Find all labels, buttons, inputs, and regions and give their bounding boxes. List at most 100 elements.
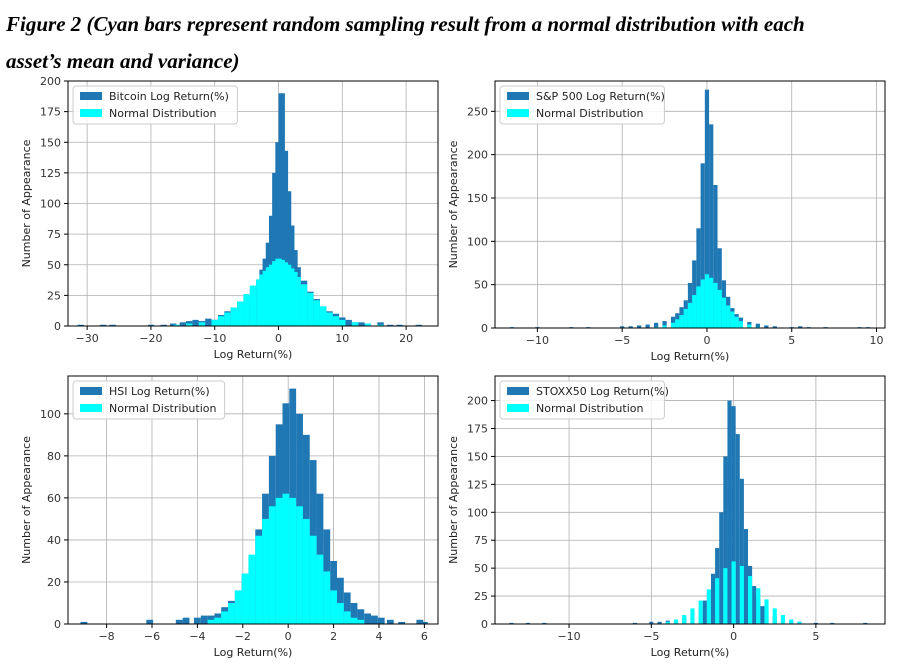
histogram-bar	[207, 615, 215, 624]
y-axis-label: Number of Appearance	[447, 140, 460, 268]
histogram-bar	[350, 602, 358, 624]
y-tick-label: 80	[47, 450, 61, 463]
histogram-bar	[723, 456, 728, 624]
histogram-bar	[755, 323, 760, 328]
y-tick-label: 25	[47, 289, 61, 302]
y-tick-label: 150	[467, 192, 488, 205]
histogram-bar	[307, 292, 314, 326]
histogram-bar	[343, 592, 351, 624]
legend-swatch	[80, 92, 102, 100]
x-tick-label: −4	[189, 630, 205, 643]
histogram-bar	[336, 577, 344, 624]
histogram-bar	[192, 319, 199, 326]
histogram-bar	[709, 277, 714, 328]
y-tick-label: 150	[467, 450, 488, 463]
histogram-bar	[726, 305, 731, 328]
histogram-bar	[813, 622, 818, 624]
y-tick-label: 0	[481, 322, 488, 335]
histogram-bar	[243, 294, 250, 326]
x-tick-label: 0	[703, 334, 710, 347]
histogram-bar	[275, 142, 282, 326]
histogram-bar	[396, 324, 403, 326]
histogram-bar	[350, 617, 358, 624]
histogram-bar	[727, 400, 732, 624]
histogram-bar	[316, 554, 324, 624]
histogram-bar	[173, 324, 180, 326]
x-tick-label: 5	[812, 630, 819, 643]
histogram-bar	[313, 300, 320, 326]
histogram-bar	[675, 319, 680, 328]
histogram-bar	[228, 602, 235, 624]
histogram-bar	[670, 322, 676, 328]
histogram-bar	[214, 617, 222, 624]
histogram-bar	[709, 124, 714, 328]
axes-frame	[67, 375, 439, 625]
histogram-bar	[628, 326, 633, 328]
x-ticks: −10 −5 0 5 10	[526, 328, 884, 347]
histogram-bar	[351, 322, 359, 326]
histogram-bar	[649, 621, 654, 624]
histogram-bar	[371, 615, 378, 624]
histogram-bar	[296, 506, 303, 624]
y-ticks: 0 25 50 75 100 125 150 175 200	[40, 75, 68, 333]
histogram-bar	[509, 622, 514, 624]
histogram-bar	[764, 599, 769, 624]
y-tick-label: 50	[474, 562, 488, 575]
histogram-bar	[147, 324, 155, 326]
y-tick-label: 0	[481, 618, 488, 631]
histogram-bar	[721, 297, 727, 328]
histogram-bar	[386, 324, 394, 326]
x-tick-label: 4	[375, 630, 382, 643]
histogram-bar	[713, 282, 718, 328]
histogram-bar	[723, 568, 728, 624]
y-axis-label: Number of Appearance	[447, 436, 460, 564]
histogram-bar	[830, 622, 835, 624]
histogram-bar	[748, 575, 753, 624]
histogram-bar	[702, 600, 707, 624]
histogram-bar	[179, 322, 187, 326]
histogram-bar	[704, 274, 710, 328]
histogram-bar	[683, 308, 688, 328]
histogram-bar	[739, 478, 744, 624]
x-axis-label: Log Return(%)	[214, 646, 293, 659]
y-tick-label: 50	[474, 279, 488, 292]
legend-box	[499, 380, 665, 420]
histogram-bar	[207, 619, 215, 624]
histogram-bar	[747, 324, 752, 328]
y-tick-label: 25	[474, 590, 488, 603]
histogram-bar	[756, 588, 761, 624]
x-tick-label: 0	[275, 332, 282, 345]
x-ticks: −30 −20 −10 0 10 20	[76, 326, 413, 345]
histogram-bar	[193, 617, 201, 624]
histogram-bar	[364, 323, 372, 326]
histogram-bar	[692, 260, 697, 328]
histogram-bar	[80, 621, 88, 624]
y-tick-label: 75	[474, 534, 488, 547]
histogram-bar	[99, 324, 107, 326]
histogram-bar	[265, 267, 273, 326]
histogram-bar	[309, 535, 317, 624]
axes-frame	[494, 80, 886, 329]
histogram-bar	[704, 89, 710, 329]
x-tick-label: 5	[788, 334, 795, 347]
histogram-bar	[284, 191, 292, 326]
histogram-bar	[772, 608, 777, 624]
histogram-bar	[241, 573, 249, 624]
histogram-bar	[200, 615, 208, 624]
legend: Bitcoin Log Return(%) Normal Distribution	[72, 85, 238, 125]
histogram-bar	[665, 621, 670, 624]
histogram-bar	[657, 621, 662, 624]
histogram-bar	[237, 301, 244, 326]
histogram-bar	[700, 163, 705, 328]
histogram-bar	[217, 316, 225, 326]
y-ticks: 0 50 100 150 200 250	[467, 105, 495, 335]
histogram-bar	[670, 316, 676, 328]
histogram-bar	[109, 324, 116, 326]
y-ticks: 0 25 50 75 100 125 150 175 200	[467, 395, 495, 631]
x-tick-label: −6	[144, 630, 160, 643]
y-tick-label: 200	[467, 395, 488, 408]
x-tick-label: −20	[139, 332, 162, 345]
legend-label: S&P 500 Log Return(%)	[536, 90, 665, 103]
histogram-bar	[690, 608, 695, 624]
histogram-bar	[326, 312, 333, 326]
